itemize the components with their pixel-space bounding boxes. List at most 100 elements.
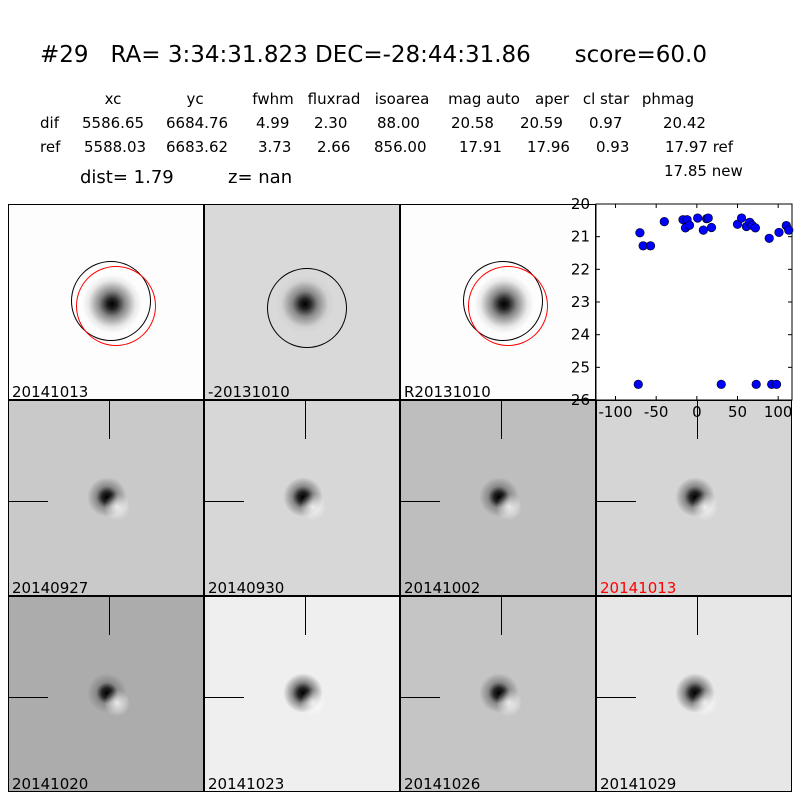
stamp-label: 20141013 (600, 579, 677, 596)
y-tick-label: 20 (571, 195, 590, 213)
reference-stamp: -20131010 (204, 204, 400, 400)
x-tick-label: -50 (644, 403, 669, 421)
column-header: xc (104, 90, 122, 108)
residual-lobe (693, 688, 717, 718)
cell-value: 3.73 (258, 138, 292, 156)
crosshair-vertical (305, 597, 306, 635)
crosshair-horizontal (9, 697, 48, 698)
residual-lobe (105, 492, 129, 522)
phmag-new: 17.85 new (664, 162, 743, 180)
data-point (703, 213, 713, 223)
residual-lobe (301, 688, 325, 718)
column-header: isoarea (374, 90, 430, 108)
cell-value: 4.99 (256, 114, 290, 132)
column-header: yc (186, 90, 204, 108)
candidate-id: #29 (40, 42, 89, 68)
stamp-label: 20140927 (12, 579, 89, 596)
residual-lobe (497, 688, 521, 718)
x-tick-label: 50 (728, 403, 747, 421)
crosshair-vertical (109, 401, 110, 439)
cell-value: 856.00 (374, 138, 427, 156)
cell-value: 2.30 (314, 114, 348, 132)
stamp-label: 20141002 (404, 579, 481, 596)
y-tick-label: 24 (571, 326, 590, 344)
crosshair-horizontal (205, 501, 244, 502)
stamp-label: 20140930 (208, 579, 285, 596)
cell-value: 0.97 (589, 114, 623, 132)
stamp-label: 20141023 (208, 775, 285, 792)
row-label: ref (40, 138, 61, 156)
data-point (633, 379, 643, 389)
crosshair-horizontal (9, 501, 48, 502)
epoch-stamp: 20140927 (8, 400, 204, 596)
crosshair-vertical (501, 597, 502, 635)
cell-value: 17.96 (527, 138, 570, 156)
epoch-stamp: 20141002 (400, 400, 596, 596)
stamp-label: 20141013 (12, 383, 89, 400)
cell-value: 5586.65 (82, 114, 145, 132)
stamp-label: 20141020 (12, 775, 89, 792)
epoch-stamp: 20141029 (596, 596, 792, 792)
y-tick-label: 26 (571, 391, 590, 409)
column-header: fluxrad (307, 90, 361, 108)
crosshair-vertical (109, 597, 110, 635)
candidate-score: score=60.0 (574, 42, 707, 68)
dist-value: dist= 1.79 (80, 167, 174, 188)
stamp-label: 20141026 (404, 775, 481, 792)
reference-stamp: 20141013 (8, 204, 204, 400)
cell-value: 5588.03 (84, 138, 147, 156)
y-tick-label: 22 (571, 260, 590, 278)
data-point (659, 217, 669, 227)
y-tick-label: 25 (571, 358, 590, 376)
row-label: dif (40, 114, 59, 132)
cell-value: 20.42 (663, 114, 706, 132)
red-aperture-circle (468, 266, 548, 346)
red-aperture-circle (76, 266, 156, 346)
crosshair-vertical (697, 401, 698, 439)
z-value: z= nan (228, 167, 293, 188)
data-point (706, 222, 717, 233)
candidate-coords: RA= 3:34:31.823 DEC=-28:44:31.86 (110, 42, 531, 68)
column-header: cl star (582, 90, 630, 108)
column-header: phmag (641, 90, 695, 108)
crosshair-horizontal (205, 697, 244, 698)
cell-value: 6683.62 (166, 138, 229, 156)
cell-value: 88.00 (377, 114, 420, 132)
stamp-label: 20141029 (600, 775, 677, 792)
x-tick-label: 100 (764, 403, 793, 421)
data-point (750, 223, 761, 233)
data-point (635, 228, 645, 238)
residual-lobe (693, 492, 717, 522)
cell-value: 20.58 (451, 114, 494, 132)
candidate-title: #29 RA= 3:34:31.823 DEC=-28:44:31.86 sco… (40, 42, 707, 68)
data-point (716, 379, 726, 389)
epoch-stamp: 20140930 (204, 400, 400, 596)
crosshair-horizontal (597, 697, 636, 698)
crosshair-vertical (305, 401, 306, 439)
crosshair-horizontal (401, 501, 440, 502)
residual-lobe (105, 688, 129, 718)
data-point (771, 379, 782, 389)
data-point (693, 213, 703, 223)
residual-lobe (301, 492, 325, 522)
data-point (784, 225, 794, 235)
data-point (751, 379, 761, 389)
column-header: mag auto (448, 90, 520, 108)
cell-value: 0.93 (596, 138, 630, 156)
y-tick-label: 23 (571, 293, 590, 311)
crosshair-horizontal (597, 501, 636, 502)
cell-value: 17.97 ref (665, 138, 734, 156)
epoch-stamp: 20141013 (596, 400, 792, 596)
plot-frame (595, 203, 793, 401)
reference-stamp: R20131010 (400, 204, 596, 400)
cell-value: 2.66 (317, 138, 351, 156)
epoch-stamp: 20141023 (204, 596, 400, 792)
residual-lobe (497, 492, 521, 522)
magnitude-scatter-plot: -100 -50 0 50 100 20 21 22 23 24 25 26 (571, 195, 794, 421)
epoch-stamp: 20141020 (8, 596, 204, 792)
x-tick-label: 0 (692, 403, 702, 421)
black-aperture-circle (267, 268, 347, 348)
data-point (764, 233, 774, 243)
y-tick-label: 21 (571, 228, 590, 246)
epoch-stamp: 20141026 (400, 596, 596, 792)
